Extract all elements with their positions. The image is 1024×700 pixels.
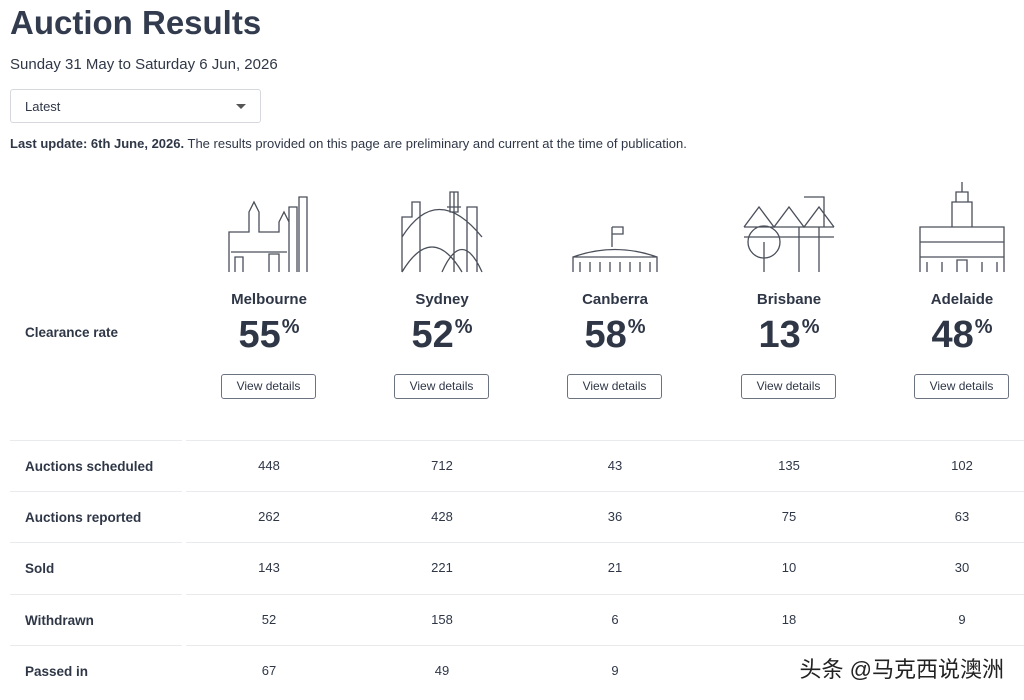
cell-value: 67 [261, 663, 277, 678]
city-name: Sydney [415, 291, 469, 308]
row-label: Withdrawn [25, 613, 94, 628]
watermark: 头条 @马克西说澳洲 [799, 657, 1004, 682]
period-dropdown[interactable]: Latest [10, 89, 261, 123]
row-separator [186, 645, 1024, 646]
dropdown-value: Latest [25, 99, 61, 114]
cell-value: 712 [431, 458, 453, 473]
city-name: Adelaide [930, 291, 994, 308]
icon-part [919, 182, 1005, 272]
clearance-rate: 58% [530, 314, 700, 357]
icon-part [228, 196, 308, 272]
cell-value: 262 [258, 509, 280, 524]
rate-value: 58 [584, 314, 627, 356]
row-separator [186, 542, 1024, 543]
city-name: Brisbane [756, 291, 822, 308]
cell-value: 448 [258, 458, 280, 473]
icon-part [919, 182, 1005, 272]
cell-value: 52 [261, 612, 277, 627]
cell-value: 75 [781, 509, 797, 524]
cell-value: 43 [607, 458, 623, 473]
icon-part [572, 226, 658, 272]
rate-value: 13 [758, 314, 801, 356]
row-separator [10, 491, 182, 492]
city-name: Melbourne [231, 291, 307, 308]
icon-part [228, 196, 308, 272]
row-label: Auctions reported [25, 510, 142, 525]
clearance-rate: 52% [357, 314, 527, 357]
city-icons [228, 182, 1005, 273]
view-details-button[interactable]: View details [567, 374, 662, 399]
row-separator [10, 542, 182, 543]
update-note: Last update: 6th June, 2026. The results… [10, 136, 687, 151]
cell-value: 9 [611, 663, 619, 678]
rate-suffix: % [454, 316, 473, 338]
update-date: Last update: 6th June, 2026. [10, 136, 185, 151]
cell-value: 63 [954, 509, 970, 524]
icon-part [401, 191, 483, 273]
update-text: The results provided on this page are pr… [187, 136, 687, 151]
page-title: Auction Results [10, 4, 262, 41]
view-details-button[interactable]: View details [221, 374, 316, 399]
cell-value: 36 [607, 509, 623, 524]
row-separator [10, 440, 182, 441]
rate-suffix: % [801, 316, 820, 338]
cell-value: 21 [607, 560, 623, 575]
dropdown-caret [236, 104, 246, 109]
view-details-button[interactable]: View details [394, 374, 489, 399]
icon-part [743, 196, 835, 272]
cell-value: 6 [611, 612, 619, 627]
rate-value: 55 [238, 314, 281, 356]
row-label: Passed in [25, 664, 89, 679]
cell-value: 135 [778, 458, 800, 473]
icon-part [401, 191, 483, 273]
row-label: Auctions scheduled [25, 459, 154, 474]
rate-value: 48 [931, 314, 974, 356]
cell-value: 143 [258, 560, 280, 575]
city-name: Canberra [582, 291, 648, 308]
row-separator [186, 594, 1024, 595]
cell-value: 30 [954, 560, 970, 575]
row-separator [10, 645, 182, 646]
clearance-rate: 13% [704, 314, 874, 357]
cell-value: 18 [781, 612, 797, 627]
row-separator [186, 491, 1024, 492]
row-separator [10, 594, 182, 595]
rate-suffix: % [281, 316, 300, 338]
cell-value: 158 [431, 612, 453, 627]
cell-value: 221 [431, 560, 453, 575]
cell-value: 102 [951, 458, 973, 473]
cell-value: 49 [434, 663, 450, 678]
cell-value: 10 [781, 560, 797, 575]
icon-part [572, 226, 658, 272]
row-label: Sold [25, 561, 55, 576]
icon-part [743, 196, 835, 272]
view-details-button[interactable]: View details [741, 374, 836, 399]
date-range: Sunday 31 May to Saturday 6 Jun, 2026 [10, 56, 278, 73]
rate-suffix: % [627, 316, 646, 338]
view-details-button[interactable]: View details [914, 374, 1009, 399]
clearance-rate: 48% [877, 314, 1024, 357]
rate-value: 52 [411, 314, 454, 356]
row-separator [186, 440, 1024, 441]
rate-suffix: % [974, 316, 993, 338]
clearance-label: Clearance rate [25, 325, 119, 340]
clearance-rate: 55% [184, 314, 354, 357]
cell-value: 428 [431, 509, 453, 524]
cell-value: 9 [958, 612, 966, 627]
